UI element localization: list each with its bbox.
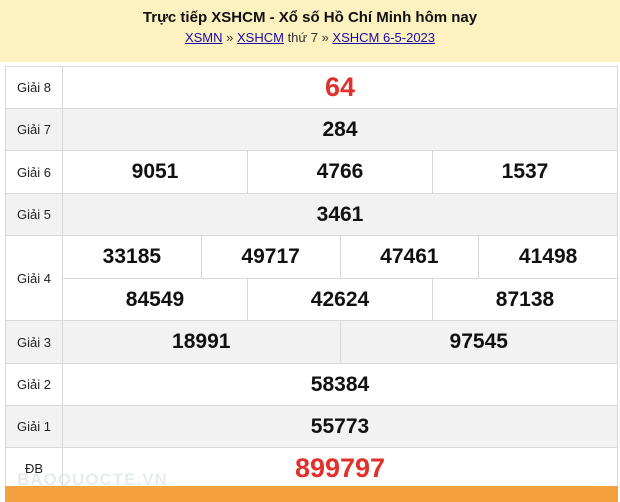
- row-giai-8: Giải 8 64: [5, 66, 618, 109]
- prize-number: 9051: [131, 160, 179, 183]
- breadcrumb-separator: »: [317, 30, 333, 45]
- prize-number: 47461: [339, 236, 479, 278]
- prize-number: 55773: [62, 405, 618, 448]
- page-header: Trực tiếp XSHCM - Xổ số Hồ Chí Minh hôm …: [0, 0, 620, 62]
- breadcrumb-date-link[interactable]: XSHCM 6-5-2023: [332, 30, 436, 45]
- breadcrumb-day: thứ 7: [283, 30, 318, 45]
- prize-label: ĐB: [5, 447, 63, 490]
- prize-label: Giải 4: [5, 235, 63, 321]
- row-giai-1: Giải 1 55773: [5, 405, 618, 448]
- prize-number: 97545: [339, 321, 618, 363]
- prize-number: 1537: [432, 151, 617, 193]
- row-giai-5: Giải 5 3461: [5, 193, 618, 236]
- prize-number: 41498: [478, 236, 617, 278]
- prize-number: 42624: [247, 279, 432, 320]
- prize-number: 58384: [62, 363, 618, 406]
- prize-label: Giải 6: [5, 150, 63, 194]
- prize-label: Giải 5: [5, 193, 63, 236]
- breadcrumb-separator: »: [222, 30, 237, 45]
- prize-label: Giải 8: [5, 66, 63, 109]
- results-table: Giải 8 64 Giải 7 284 Giải 6 9051 4766 1537 Gi…: [5, 66, 618, 490]
- prize-number: 64: [62, 66, 618, 109]
- page-title: Trực tiếp XSHCM - Xổ số Hồ Chí Minh hôm …: [142, 9, 478, 26]
- breadcrumb: XSMN » XSHCM thứ 7 » XSHCM 6-5-2023: [0, 29, 620, 47]
- prize-label: Giải 1: [5, 405, 63, 448]
- prize-label: Giải 7: [5, 108, 63, 151]
- row-dac-biet: ĐB 899797: [5, 447, 618, 490]
- row-giai-3: Giải 3 18991 97545: [5, 320, 618, 364]
- prize-number: 18991: [172, 330, 231, 353]
- prize-number: 87138: [432, 279, 617, 320]
- row-giai-2: Giải 2 58384: [5, 363, 618, 406]
- prize-label: Giải 3: [5, 320, 63, 364]
- prize-number: 3461: [62, 193, 618, 236]
- row-giai-4: Giải 4 33185 49717 47461 41498 84549 42624 8713…: [5, 235, 618, 321]
- prize-number: 284: [62, 108, 618, 151]
- footer-bar: [5, 486, 618, 502]
- row-giai-7: Giải 7 284: [5, 108, 618, 151]
- prize-label: Giải 2: [5, 363, 63, 406]
- breadcrumb-xshcm-link[interactable]: XSHCM: [237, 30, 284, 45]
- watermark-logo: BAOQUOCTE.VN: [17, 470, 168, 489]
- prize-number: 49717: [200, 236, 340, 278]
- prize-number: 4766: [247, 151, 432, 193]
- breadcrumb-xsmn-link[interactable]: XSMN: [184, 30, 223, 45]
- row-giai-6: Giải 6 9051 4766 1537: [5, 150, 618, 194]
- special-prize-number: 899797: [62, 447, 618, 490]
- prize-number: 84549: [125, 287, 185, 311]
- prize-number: 33185: [102, 245, 162, 268]
